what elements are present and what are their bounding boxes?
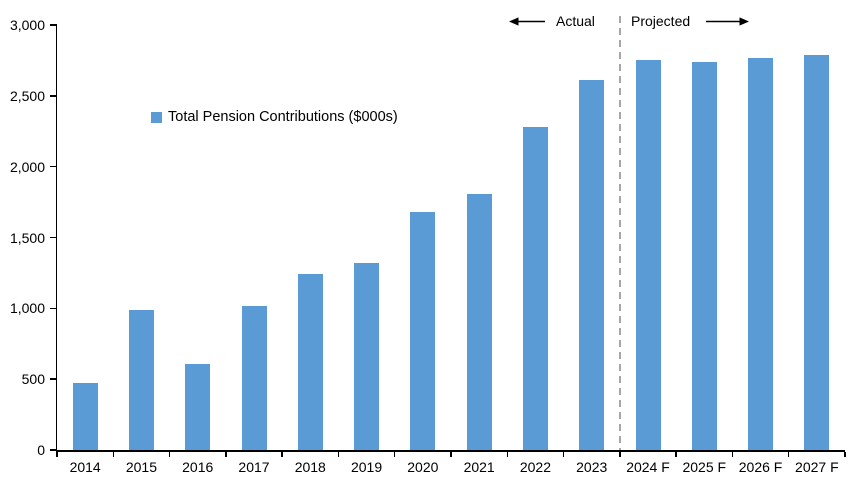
x-axis-label: 2023 (576, 459, 608, 475)
arrow-right-icon (706, 17, 749, 26)
x-axis-label: 2015 (125, 459, 157, 475)
legend-label: Total Pension Contributions ($000s) (168, 109, 398, 125)
x-axis-tick (787, 452, 790, 457)
arrow-left-icon (509, 17, 545, 26)
x-axis-label: 2019 (350, 459, 383, 475)
x-axis-label: 2017 (238, 459, 270, 475)
bar-2021 (466, 193, 492, 450)
bar-2023 (579, 80, 605, 450)
y-axis-tick (50, 236, 57, 239)
bar-2016 (185, 363, 211, 450)
x-axis-label: 2022 (519, 459, 551, 475)
bar-2022 (522, 127, 548, 450)
x-axis-tick (562, 452, 565, 457)
legend: Total Pension Contributions ($000s) (151, 109, 398, 125)
y-axis-label: 1,500 (9, 229, 45, 246)
bar-2025-f (691, 61, 717, 450)
bar-2020 (410, 212, 436, 450)
actual-projected-divider (618, 16, 621, 450)
bar-2027-f (804, 54, 830, 450)
bar-2026-f (748, 57, 774, 450)
y-axis-tick (50, 307, 57, 310)
x-axis-tick (506, 452, 509, 457)
bar-2017 (241, 305, 267, 450)
bar-2015 (128, 309, 154, 450)
x-axis-label: 2021 (463, 459, 495, 475)
y-axis-tick (50, 95, 57, 97)
x-axis-label: 2024 F (626, 459, 670, 475)
x-axis-label: 2014 (69, 459, 101, 475)
projected-label: Projected (631, 13, 691, 29)
x-axis-tick (56, 452, 58, 457)
x-axis-tick (844, 452, 846, 457)
y-axis-label: 0 (37, 442, 45, 458)
x-axis-tick (225, 452, 227, 457)
x-axis-tick (112, 452, 115, 457)
x-axis-tick (675, 452, 677, 457)
y-axis-label: 2,000 (9, 158, 45, 175)
bar-2018 (297, 274, 323, 450)
actual-label: Actual (556, 13, 595, 29)
x-axis-label: 2026 F (738, 459, 783, 475)
x-axis-tick (731, 452, 734, 457)
y-axis-label: 3,000 (9, 17, 45, 33)
x-axis-label: 2027 F (795, 459, 839, 475)
bar-2014 (72, 383, 98, 450)
x-axis-tick (168, 452, 171, 457)
x-axis-label: 2018 (294, 459, 326, 475)
legend-swatch-icon (151, 111, 162, 123)
y-axis-label: 2,500 (9, 87, 45, 104)
x-axis-label: 2016 (182, 459, 214, 475)
y-axis-tick (50, 378, 57, 380)
bar-2019 (354, 263, 380, 450)
x-axis-tick (281, 452, 283, 457)
x-axis-line (55, 450, 845, 452)
y-axis-tick (50, 24, 57, 26)
x-axis-tick (337, 452, 340, 457)
x-axis-label: 2025 F (682, 459, 727, 475)
y-axis-label: 1,000 (9, 300, 45, 317)
x-axis-tick (450, 452, 452, 457)
y-axis-tick (50, 449, 57, 451)
x-axis-tick (619, 452, 621, 457)
bar-2024-f (635, 60, 661, 450)
y-axis-label: 500 (21, 371, 45, 388)
x-axis-label: 2020 (407, 459, 439, 475)
y-axis-tick (50, 165, 57, 168)
x-axis-tick (393, 452, 396, 457)
